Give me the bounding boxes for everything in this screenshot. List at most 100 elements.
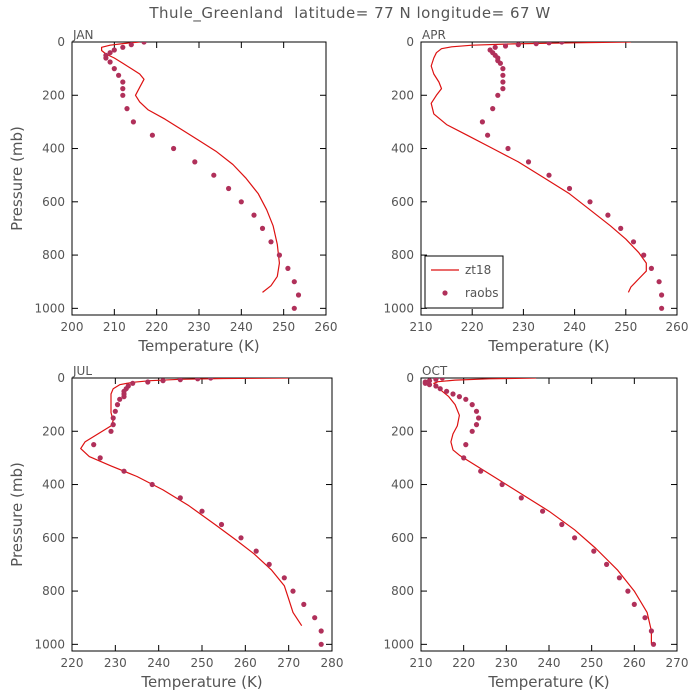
x-tick-label: 270 [666,656,689,670]
data-point-raobs [290,588,296,594]
x-tick-label: 230 [104,656,127,670]
data-point-raobs [124,106,130,112]
y-tick-label: 800 [391,584,414,598]
data-point-raobs [426,378,433,384]
data-point-raobs [659,305,665,311]
data-point-raobs [120,79,126,85]
x-axis-label: Temperature (K) [137,337,259,355]
data-point-raobs [648,265,655,271]
y-tick-label: 600 [42,195,65,209]
data-point-raobs [515,42,521,48]
data-point-raobs [463,442,469,448]
data-point-raobs [211,172,217,178]
x-tick-label: 200 [61,320,84,334]
data-point-raobs [546,42,552,46]
data-point-raobs [630,239,637,245]
panel-label: OCT [422,364,448,378]
data-point-raobs [130,119,136,125]
x-tick-label: 220 [61,656,84,670]
data-point-raobs [199,508,205,514]
data-point-raobs [111,66,117,72]
data-point-raobs [91,442,97,448]
data-point-raobs [476,415,482,421]
data-point-raobs [605,212,611,218]
x-tick-label: 210 [410,320,433,334]
data-point-raobs [112,408,118,414]
data-point-raobs [500,66,506,72]
x-tick-label: 240 [147,656,170,670]
data-point-raobs [253,548,259,554]
data-point-raobs [642,615,648,621]
data-point-raobs [291,305,297,311]
data-point-raobs [218,521,225,528]
data-point-raobs [546,172,552,178]
panel-jul: 220 230 240 250 260 270 280 0 200 400 600 800 1000 JU… [8,364,343,691]
data-point-raobs [485,132,491,138]
panel-oct: 210 220 230 240 250 260 270 0 200 400 600 800 1000 OC… [383,364,688,691]
data-point-raobs [114,402,121,408]
data-point-raobs [195,378,201,382]
x-tick-label: 220 [452,656,475,670]
series-line-zt18 [100,42,280,293]
data-point-raobs [495,92,501,98]
y-axis-label: Pressure (mb) [8,462,26,567]
data-point-raobs [120,86,126,92]
legend-box [424,255,504,309]
x-tick-label: 250 [580,656,603,670]
data-point-raobs [469,428,475,434]
x-tick-label: 250 [272,320,295,334]
data-point-raobs [238,535,244,541]
data-point-raobs [318,641,324,647]
data-point-raobs [587,199,593,205]
data-point-raobs [116,72,122,78]
data-point-raobs [312,615,318,621]
data-layer [100,42,302,311]
figure-title: Thule_Greenland latitude= 77 N longitude… [149,4,551,22]
x-tick-label: 230 [188,320,211,334]
x-tick-label: 250 [191,656,214,670]
data-point-raobs [625,588,631,594]
data-point-raobs [433,383,439,389]
data-point-raobs [433,378,439,382]
plot-frame [420,377,678,652]
data-point-raobs [149,481,155,488]
data-point-raobs [285,265,291,271]
data-layer [80,378,324,647]
y-tick-label: 0 [406,35,414,49]
data-point-raobs [456,394,462,400]
data-point-raobs [268,239,274,245]
data-point-raobs [497,60,503,66]
panel-label: JUL [72,364,92,378]
x-tick-label: 270 [277,656,300,670]
data-point-raobs [110,422,116,428]
y-tick-label: 400 [391,478,414,492]
data-point-raobs [499,481,505,488]
data-point-raobs [559,521,565,528]
y-tick-label: 800 [391,248,414,262]
x-tick-label: 210 [103,320,126,334]
data-point-raobs [572,535,578,541]
data-layer [430,42,665,311]
y-tick-label: 600 [391,531,414,545]
data-point-raobs [149,132,155,138]
data-point-raobs [107,50,113,56]
y-tick-label: 800 [42,584,65,598]
data-point-raobs [469,402,475,408]
y-tick-label: 0 [406,371,414,385]
x-axis-label: Temperature (K) [487,673,609,691]
data-point-raobs [291,279,297,285]
x-tick-label: 230 [512,320,535,334]
data-point-raobs [631,601,637,608]
data-point-raobs [492,44,498,50]
data-point-raobs [616,575,623,581]
legend-point-swatch [442,290,448,296]
data-point-raobs [490,106,496,112]
data-point-raobs [238,199,244,205]
data-point-raobs [141,42,147,45]
data-point-raobs [145,379,151,385]
data-point-raobs [266,561,272,568]
data-point-raobs [463,396,469,402]
data-point-raobs [439,378,445,381]
data-point-raobs [478,468,484,474]
